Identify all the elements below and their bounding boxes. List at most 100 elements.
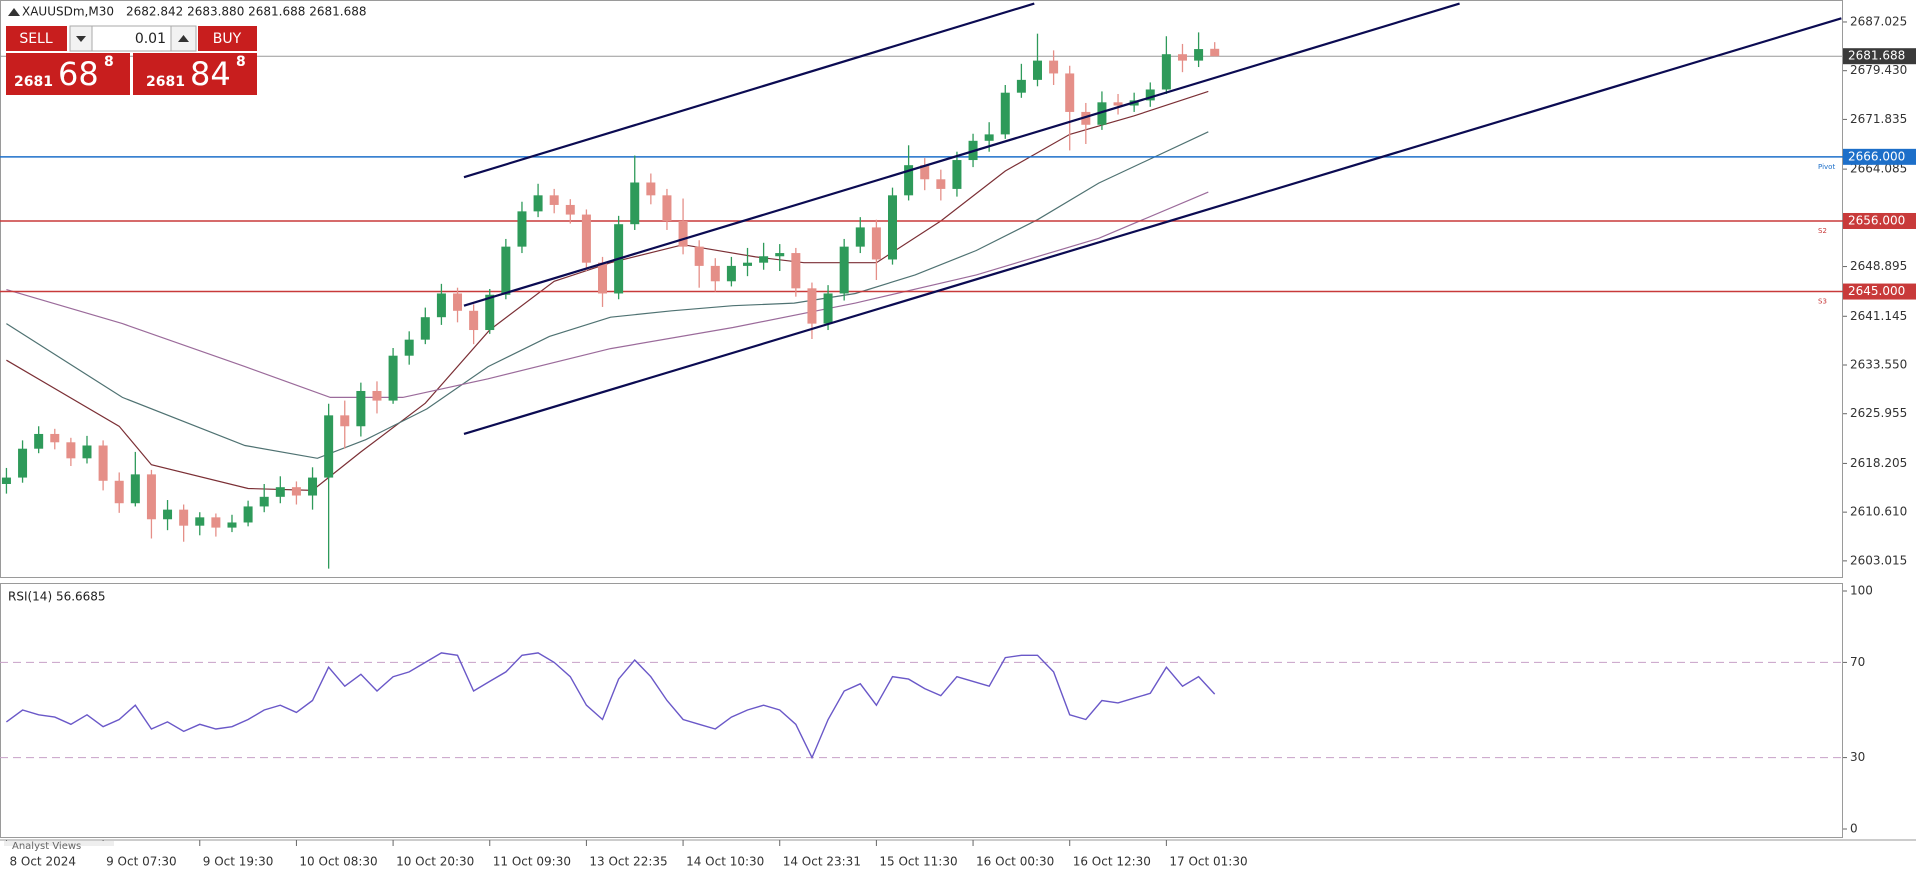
lot-field[interactable]	[91, 25, 172, 52]
candle-body	[1065, 73, 1075, 112]
candle-body	[1161, 54, 1171, 90]
level-box	[1843, 212, 1916, 229]
x-tick-label: 16 Oct 00:30	[976, 855, 1054, 869]
moving-average	[6, 131, 1209, 459]
x-tick-label: 11 Oct 09:30	[493, 855, 571, 869]
candle-body	[839, 246, 849, 294]
y-tick-label: 2641.145	[1850, 309, 1907, 323]
candle-body	[775, 253, 785, 257]
last-price-box	[1843, 48, 1916, 65]
y-tick-label: 0	[1850, 822, 1858, 836]
trendline	[463, 2, 1035, 179]
down-arrow	[76, 36, 86, 42]
footer-tab-label: Analyst Views	[12, 841, 81, 852]
candle-body	[759, 256, 769, 263]
y-tick-label: 2633.550	[1850, 357, 1907, 371]
candle-body	[275, 487, 285, 497]
candle-body	[662, 195, 672, 221]
moving-average	[6, 90, 1209, 492]
candle-body	[227, 522, 237, 528]
y-tick-label: 2610.610	[1850, 505, 1907, 519]
candle-body	[549, 195, 559, 205]
y-tick-label: 30	[1850, 750, 1865, 764]
ohlc-label: 2682.842 2683.880 2681.688 2681.688	[126, 5, 366, 19]
x-tick-label: 13 Oct 22:35	[589, 855, 667, 869]
x-tick-label: 10 Oct 08:30	[299, 855, 377, 869]
candle-body	[871, 227, 881, 260]
candle-body	[66, 442, 76, 459]
candle-body	[565, 204, 575, 215]
trendline	[463, 2, 1460, 307]
ask-sup: 8	[236, 54, 246, 70]
symbol-label: XAUUSDm,M30	[22, 5, 114, 19]
candle-body	[1145, 89, 1155, 101]
collapse-icon[interactable]	[8, 8, 20, 16]
level-box	[1843, 148, 1916, 165]
candle-body	[324, 415, 334, 478]
candle-body	[646, 182, 656, 196]
candle-body	[485, 294, 495, 331]
level-tag: Pivot	[1818, 163, 1835, 171]
candle-body	[807, 288, 817, 324]
main-panel	[0, 0, 1843, 578]
sell-button[interactable]	[6, 26, 67, 51]
candle-body	[630, 182, 640, 225]
candle-body	[340, 415, 350, 427]
candle-body	[1194, 49, 1204, 61]
rsi-title: RSI(14) 56.6685	[8, 590, 106, 604]
candle-body	[146, 474, 156, 520]
candle-body	[710, 265, 720, 282]
rsi-panel	[0, 583, 1843, 838]
candle-body	[114, 480, 124, 504]
footer-tab[interactable]	[4, 841, 114, 846]
last-price-label: 2681.688	[1848, 49, 1905, 63]
candle-body	[694, 246, 704, 266]
candle-body	[501, 246, 511, 295]
candle-body	[436, 293, 446, 318]
candle-body	[726, 265, 736, 282]
candle-body	[130, 474, 140, 504]
candle-body	[211, 517, 221, 528]
candle-body	[1049, 60, 1059, 74]
buy-button[interactable]	[198, 26, 257, 51]
x-tick-label: 16 Oct 12:30	[1073, 855, 1151, 869]
ask-lead: 2681	[146, 74, 185, 90]
y-tick-label: 2687.025	[1850, 14, 1907, 28]
candle-body	[18, 448, 28, 478]
candle-body	[823, 293, 833, 324]
candle-body	[1081, 111, 1091, 125]
x-tick-label: 17 Oct 01:30	[1169, 855, 1247, 869]
x-tick-label: 9 Oct 07:30	[106, 855, 177, 869]
y-tick-label: 2618.205	[1850, 456, 1907, 470]
x-tick-label: 10 Oct 20:30	[396, 855, 474, 869]
candle-body	[388, 355, 398, 401]
ask-box[interactable]	[133, 53, 257, 95]
level-tag: S2	[1818, 227, 1827, 235]
candle-body	[195, 517, 205, 526]
bid-lead: 2681	[14, 74, 53, 90]
candle-body	[1113, 102, 1123, 106]
candle-body	[259, 496, 269, 507]
bid-sup: 8	[104, 54, 114, 70]
candle-body	[98, 445, 108, 481]
candle-body	[581, 214, 591, 263]
candle-body	[50, 433, 60, 443]
candle-body	[743, 262, 753, 266]
candle-body	[356, 390, 366, 427]
sell-label: SELL	[19, 31, 53, 47]
up-arrow	[178, 35, 189, 42]
candle-body	[855, 227, 865, 247]
y-tick-label: 2679.430	[1850, 63, 1907, 77]
rsi-line	[5, 652, 1216, 760]
y-tick-label: 2664.085	[1850, 162, 1907, 176]
candle-body	[179, 509, 189, 526]
y-tick-label: 2603.015	[1850, 553, 1907, 567]
candle-body	[952, 160, 962, 189]
candle-body	[936, 179, 946, 189]
y-tick-label: 2625.955	[1850, 406, 1907, 420]
candle-body	[1210, 48, 1220, 57]
candle-body	[1016, 79, 1026, 93]
candle-body	[984, 134, 994, 141]
bid-box[interactable]	[6, 53, 130, 95]
x-tick-label: 9 Oct 19:30	[203, 855, 274, 869]
